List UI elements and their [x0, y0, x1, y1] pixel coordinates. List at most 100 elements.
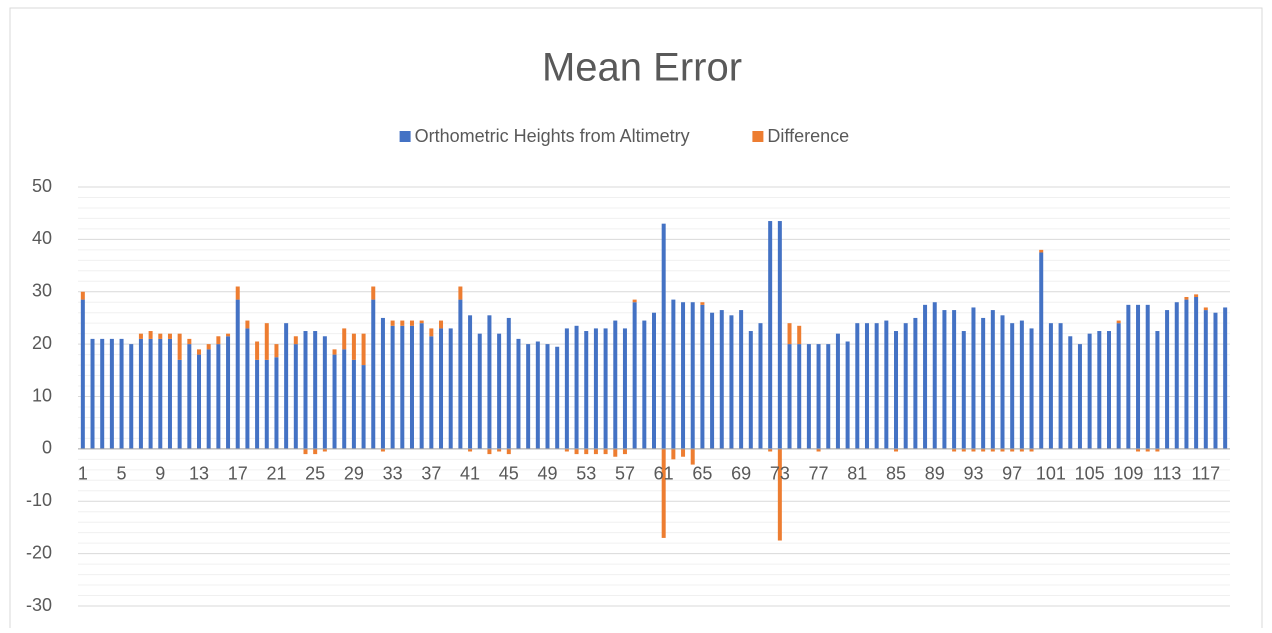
bar-segment — [1029, 448, 1034, 452]
bar-segment — [371, 299, 376, 449]
bar-segment — [458, 286, 463, 300]
x-tick-label: 1 — [78, 464, 88, 484]
bar-segment — [1000, 315, 1005, 449]
x-tick-label: 49 — [537, 464, 557, 484]
bar-segment — [303, 448, 308, 455]
bar-segment — [1010, 448, 1015, 452]
bar-segment — [332, 354, 337, 449]
bar-segment — [390, 320, 395, 326]
bar-segment — [1116, 320, 1121, 324]
bar-segment — [700, 304, 705, 449]
bar-segment — [487, 315, 492, 449]
bar-segment — [1136, 304, 1141, 449]
x-tick-label: 45 — [499, 464, 519, 484]
x-tick-label: 17 — [228, 464, 248, 484]
bar-segment — [177, 333, 182, 360]
bar-segment — [167, 333, 172, 339]
bar-segment — [690, 302, 695, 449]
bar-segment — [1019, 320, 1024, 449]
bar-segment — [371, 286, 376, 300]
bar-segment — [806, 344, 811, 449]
x-tick-label: 9 — [155, 464, 165, 484]
bar-segment — [1184, 296, 1189, 300]
bar-segment — [797, 325, 802, 345]
bar-segment — [768, 448, 773, 452]
x-tick-label: 105 — [1075, 464, 1105, 484]
x-tick-label: 13 — [189, 464, 209, 484]
bar-segment — [1194, 294, 1199, 297]
bar-segment — [526, 344, 531, 449]
y-tick-label: 50 — [32, 176, 52, 196]
bar-segment — [264, 323, 269, 360]
bar-segment — [361, 365, 366, 449]
bar-segment — [235, 299, 240, 449]
bar-segment — [894, 448, 899, 452]
bar-segment — [748, 331, 753, 449]
bar-segment — [400, 320, 405, 326]
bar-segment — [419, 320, 424, 324]
bar-segment — [574, 325, 579, 449]
bar-segment — [226, 333, 231, 337]
legend: Orthometric Heights from Altimetry Differ… — [399, 126, 849, 146]
bar-segment — [642, 320, 647, 449]
bar-segment — [342, 349, 347, 449]
bar-segment — [206, 344, 211, 350]
y-tick-label: 30 — [32, 281, 52, 301]
bar-segment — [1203, 310, 1208, 449]
bar-segment — [961, 448, 966, 452]
bar-segment — [613, 448, 618, 457]
bar-segment — [506, 317, 511, 449]
bar-segment — [952, 310, 957, 449]
bar-segment — [671, 299, 676, 449]
bar-segment — [816, 448, 821, 452]
x-tick-label: 41 — [460, 464, 480, 484]
bar-segment — [1048, 323, 1053, 449]
bar-segment — [932, 302, 937, 449]
bar-segment — [1087, 333, 1092, 449]
bar-segment — [574, 448, 579, 455]
bar-segment — [158, 333, 163, 339]
x-tick-label: 29 — [344, 464, 364, 484]
bar-segment — [380, 317, 385, 449]
bar-segment — [506, 448, 511, 455]
bar-segment — [148, 338, 153, 449]
bar-segment — [439, 328, 444, 449]
bar-segment — [1039, 252, 1044, 449]
bar-segment — [981, 448, 986, 452]
bar-segment — [245, 328, 250, 449]
x-tick-label: 61 — [654, 464, 674, 484]
bar-segment — [739, 310, 744, 449]
bar-segment — [787, 344, 792, 449]
bar-segment — [884, 320, 889, 449]
bar-segment — [787, 323, 792, 345]
bar-segment — [138, 333, 143, 339]
bar-segment — [1184, 299, 1189, 449]
bar-segment — [971, 448, 976, 452]
bar-segment — [622, 448, 627, 455]
x-tick-label: 25 — [305, 464, 325, 484]
bar-segment — [719, 310, 724, 449]
x-tick-label: 93 — [963, 464, 983, 484]
bar-segment — [1029, 328, 1034, 449]
bar-segment — [729, 315, 734, 449]
bar-segment — [845, 341, 850, 449]
y-tick-label: -20 — [26, 542, 52, 562]
bar-segment — [777, 221, 782, 449]
bar-segment — [293, 344, 298, 449]
bar-segment — [313, 331, 318, 449]
x-tick-label: 69 — [731, 464, 751, 484]
bar-segment — [690, 448, 695, 465]
bar-segment — [516, 338, 521, 449]
bar-segment — [255, 359, 260, 449]
bar-segment — [477, 333, 482, 449]
bar-segment — [777, 448, 782, 541]
bar-segment — [593, 328, 598, 449]
bar-segment — [1145, 304, 1150, 449]
bar-segment — [1213, 312, 1218, 449]
bar-segment — [187, 338, 192, 345]
x-tick-label: 57 — [615, 464, 635, 484]
bar-segment — [119, 338, 124, 449]
legend-swatch — [399, 131, 411, 142]
bar-segment — [255, 341, 260, 360]
